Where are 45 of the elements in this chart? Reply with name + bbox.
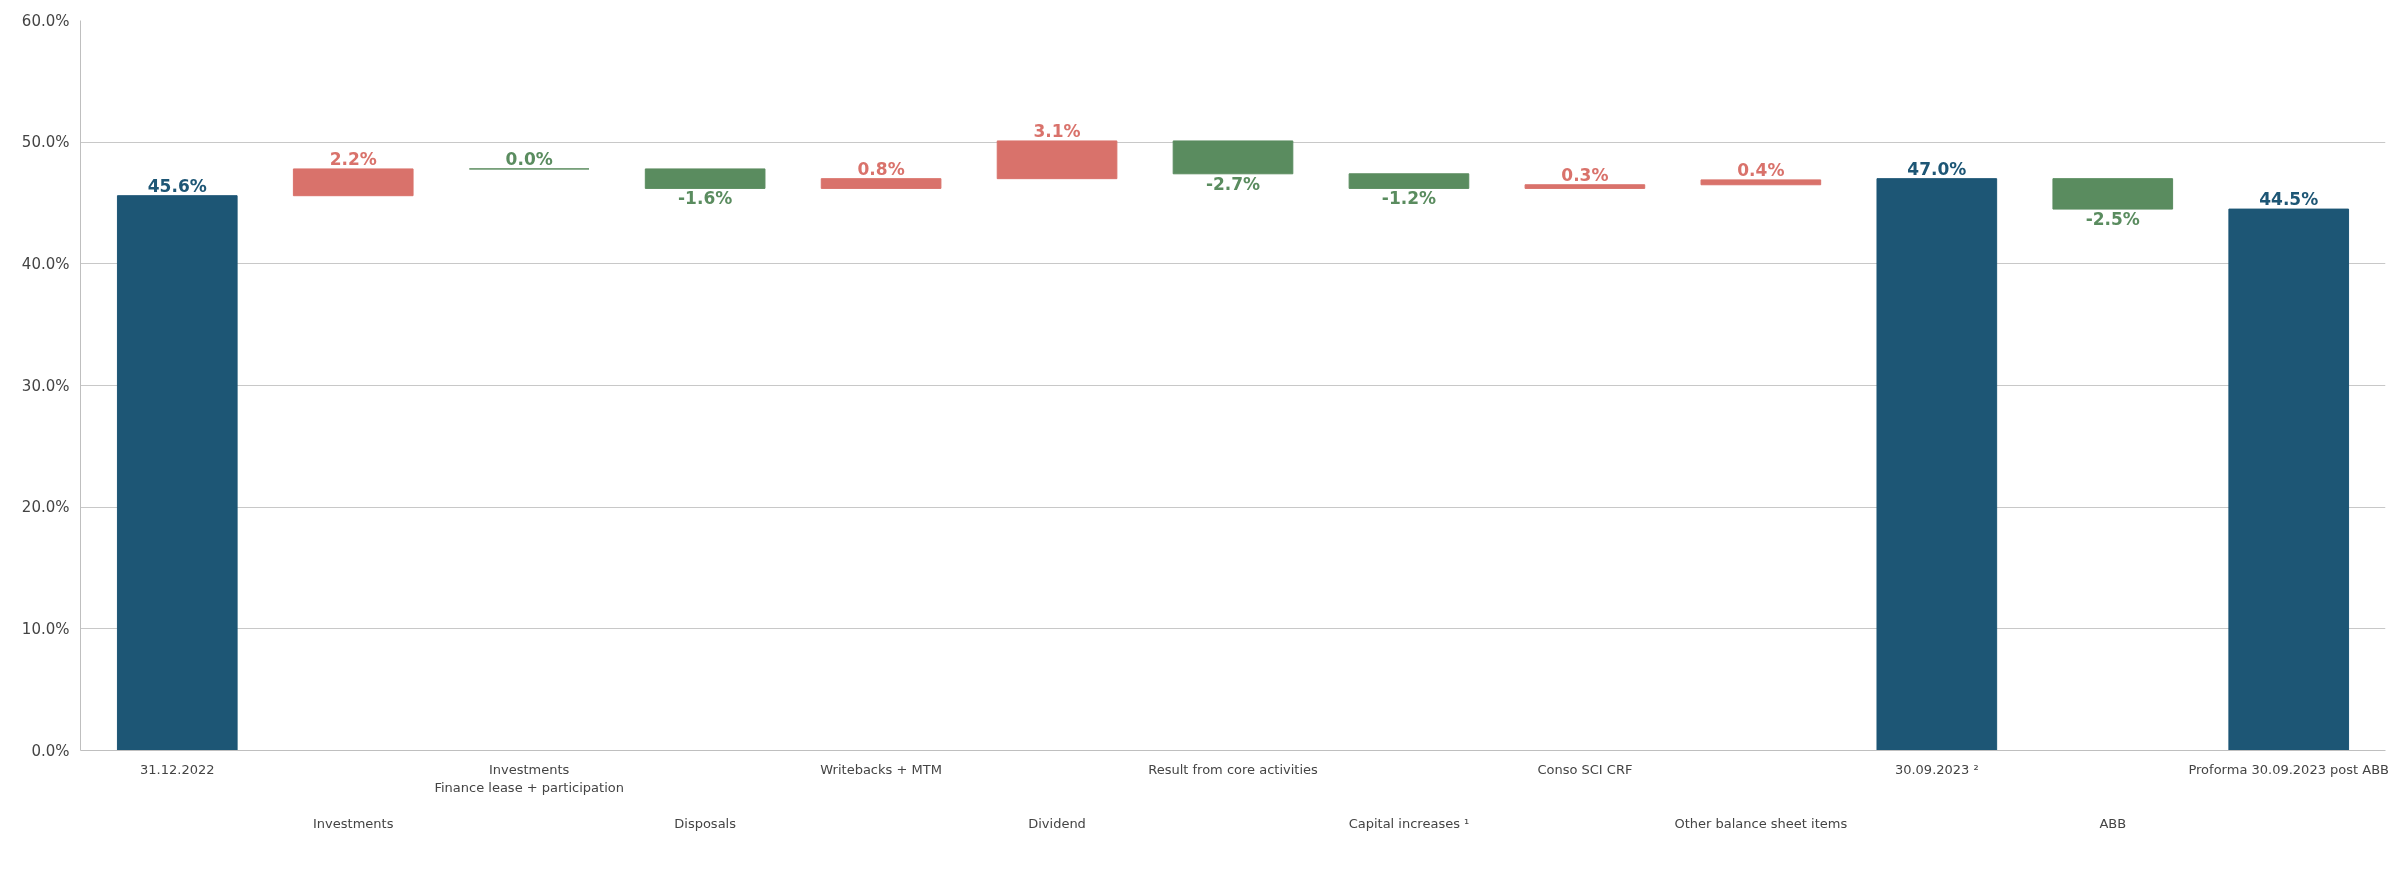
bar: [116, 195, 238, 751]
x-tick-label: Other balance sheet items: [1674, 815, 1848, 831]
y-tick-label: 0.0%: [31, 741, 70, 760]
data-label: 45.6%: [147, 175, 207, 196]
bar: [292, 168, 414, 197]
x-tick-label: Investments Finance lease + participation: [434, 761, 624, 795]
x-tick-label: Proforma 30.09.2023 post ABB: [2188, 761, 2389, 777]
data-label: -1.6%: [678, 188, 733, 209]
bar: [1876, 178, 1998, 751]
x-tick-label: ABB: [2099, 815, 2127, 831]
y-tick-label: 20.0%: [21, 498, 70, 517]
x-tick-label: Writebacks + MTM: [820, 761, 942, 777]
data-label: 0.0%: [505, 148, 553, 169]
data-label: -2.7%: [1205, 173, 1261, 194]
data-label: 2.2%: [329, 148, 377, 169]
data-label: 47.0%: [1907, 158, 1967, 179]
data-label: 44.5%: [2259, 189, 2319, 210]
y-tick-label: 40.0%: [21, 254, 70, 273]
x-tick-label: Disposals: [674, 815, 737, 831]
data-label: 0.8%: [857, 158, 905, 179]
x-tick-label: 30.09.2023 ²: [1894, 761, 1979, 777]
data-label: -1.2%: [1381, 188, 1437, 209]
x-tick-label: 31.12.2022: [140, 761, 215, 777]
bar: [1348, 173, 1470, 189]
x-tick-label: Dividend: [1028, 815, 1086, 831]
bar: [1524, 184, 1646, 189]
data-label: 0.3%: [1561, 164, 1609, 185]
bar: [644, 168, 766, 189]
data-label: 0.4%: [1737, 159, 1785, 180]
y-tick-label: 50.0%: [21, 133, 70, 152]
y-tick-label: 60.0%: [21, 11, 70, 30]
bar: [996, 140, 1118, 180]
y-tick-label: 30.0%: [21, 376, 70, 395]
x-tick-label: Result from core activities: [1148, 761, 1319, 777]
x-tick-label: Capital increases ¹: [1348, 815, 1470, 831]
bar: [2228, 208, 2350, 751]
bar: [2052, 178, 2174, 210]
bar: [1700, 179, 1822, 186]
y-tick-label: 10.0%: [21, 619, 70, 638]
bar: [1172, 140, 1294, 175]
bar: [820, 178, 942, 189]
x-tick-label: Conso SCI CRF: [1537, 761, 1633, 777]
data-label: -2.5%: [2085, 209, 2140, 230]
data-label: 3.1%: [1033, 120, 1081, 141]
x-tick-label: Investments: [313, 815, 394, 831]
